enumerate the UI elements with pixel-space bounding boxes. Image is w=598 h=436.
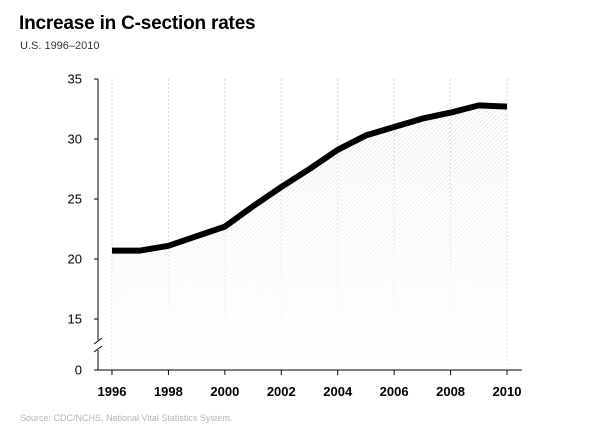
x-tick-label-2010: 2010	[493, 384, 522, 399]
y-tick-label-25: 25	[68, 192, 82, 207]
x-tick-label-2000: 2000	[210, 384, 239, 399]
area-fade	[112, 105, 507, 371]
x-axis: 1996 1998 2000 2002 2004 2006 2008 2010	[98, 369, 522, 399]
source-note: Source: CDC/NCHS, National Vital Statist…	[20, 413, 233, 423]
x-tick-label-2002: 2002	[267, 384, 296, 399]
area-fill	[112, 105, 507, 371]
axis-break-mark-1	[93, 337, 103, 345]
x-tick-label-2004: 2004	[323, 384, 353, 399]
x-tick-label-2008: 2008	[436, 384, 465, 399]
x-tick-label-2006: 2006	[380, 384, 409, 399]
x-tick-label-1998: 1998	[154, 384, 183, 399]
axis-break-mark-2	[93, 345, 103, 353]
y-tick-label-15: 15	[68, 312, 82, 327]
y-tick-label-35: 35	[68, 72, 82, 87]
series-line	[111, 102, 508, 254]
chart-subtitle: U.S. 1996–2010	[20, 40, 100, 52]
chart-title: Increase in C-section rates	[19, 13, 256, 34]
y-axis: 35 30 25 20 15 0	[68, 72, 103, 378]
y-tick-label-30: 30	[68, 132, 82, 147]
y-tick-label-20: 20	[68, 252, 82, 267]
x-tick-label-1996: 1996	[98, 384, 127, 399]
y-tick-label-0: 0	[75, 363, 82, 378]
